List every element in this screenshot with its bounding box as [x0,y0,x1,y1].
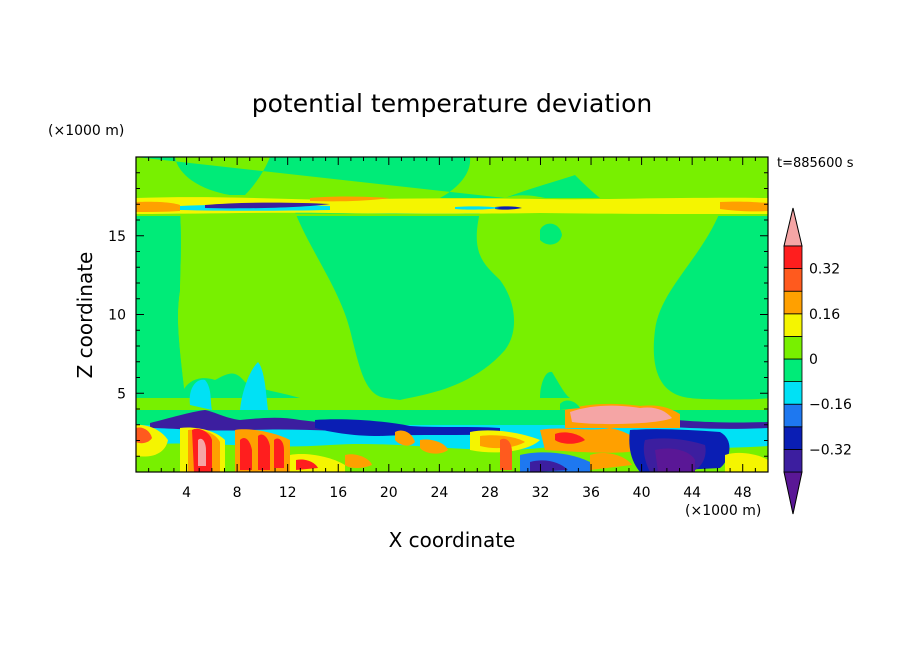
x-tick-label: 36 [582,485,600,501]
x-tick-label: 16 [329,485,347,501]
tropopause-band [205,202,330,209]
x-tick-label: 44 [683,485,701,501]
x-tick-label: 8 [233,485,242,501]
time-label: t=885600 s [777,156,854,171]
region-cold [530,460,568,472]
region-warm [590,453,632,470]
region-warm [274,438,284,468]
tropopause-band [136,213,768,216]
region-near-zero [136,212,768,400]
colorbar-segment [783,335,803,360]
tropopause-band [455,206,500,210]
colorbar-segment [783,268,803,292]
tropopause-band [720,201,768,212]
region-near-zero [560,400,580,410]
x-tick-label: 12 [279,485,297,501]
x-axis: 4 8 12 16 20 24 28 32 36 40 44 48 [148,157,756,501]
x-tick-label: 40 [633,485,651,501]
colorbar-label: 0.32 [809,262,840,278]
region-warm [570,405,672,425]
region-warm [258,434,270,470]
chart-title: potential temperature deviation [252,89,652,118]
region-warm [345,454,372,469]
y-unit-label: (×1000 m) [48,123,124,139]
y-tick-label: 15 [108,229,126,245]
x-tick-label: 4 [182,485,191,501]
colorbar-cap [783,471,803,515]
x-tick-label: 32 [532,485,550,501]
colorbar: 0.32 0.16 0 −0.16 −0.32 [783,207,852,515]
colorbar-label: −0.16 [809,397,852,413]
region-warm [420,439,448,454]
y-axis-title: Z coordinate [73,252,97,379]
region-warm [725,452,768,472]
colorbar-segment [783,313,803,337]
region-near-zero [540,223,562,245]
colorbar-segment [783,448,803,473]
region-cold [655,448,695,472]
region-near-zero [136,212,185,398]
inversion-band [315,419,500,436]
region-negative [240,362,268,410]
colorbar-cap [783,207,803,247]
y-axis: 5 10 15 [108,172,768,457]
colorbar-label: 0.16 [809,307,840,323]
region-negative [189,379,212,410]
colorbar-segment [783,245,803,270]
field-area [136,157,768,472]
region-near-zero [540,371,570,398]
colorbar-segment [783,426,803,450]
colorbar-segment [783,381,803,405]
region-warm [500,438,512,470]
region-warm [240,438,252,470]
x-unit-label: (×1000 m) [685,503,761,519]
region-near-zero [136,157,600,198]
tropopause-band [495,206,522,210]
colorbar-label: −0.32 [809,442,852,458]
y-tick-label: 5 [117,386,126,402]
y-tick-label: 10 [108,308,126,324]
x-tick-label: 20 [380,485,398,501]
x-tick-label: 28 [481,485,499,501]
region-warm [555,432,585,444]
colorbar-label: 0 [809,352,818,368]
x-tick-label: 24 [430,485,448,501]
x-tick-label: 48 [734,485,752,501]
x-axis-title: X coordinate [389,528,516,552]
colorbar-segment [783,358,803,383]
region-warm [198,438,206,466]
colorbar-segment [783,290,803,315]
tropopause-band [136,201,180,212]
colorbar-segment [783,403,803,428]
tropopause-band [310,196,390,202]
region-warm [296,459,318,470]
region-warm [136,427,152,444]
region-warm [395,430,415,446]
